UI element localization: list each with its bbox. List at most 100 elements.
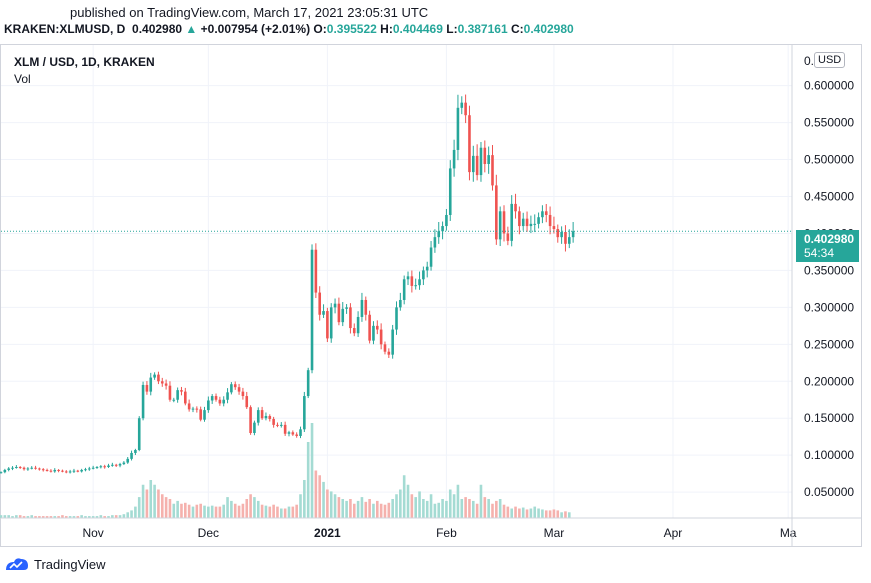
candle-body [18, 467, 22, 469]
x-tick-label: Feb [436, 526, 457, 540]
volume-bar [495, 500, 498, 518]
volume-bar [256, 500, 260, 518]
candle-body [145, 384, 149, 392]
symbol-ohlc-line: KRAKEN:XLMUSD, D 0.402980 ▲ +0.007954 (+… [4, 22, 574, 36]
volume-bar [410, 494, 414, 518]
volume-bar [299, 494, 302, 518]
candle-body [445, 214, 448, 227]
candle-body [291, 432, 295, 435]
low-value: 0.387161 [457, 22, 508, 36]
candle-body [84, 469, 87, 471]
candle-body [53, 469, 57, 472]
volume-bar [372, 503, 375, 518]
y-tick-label: 0.300000 [804, 300, 854, 314]
volume-bar [283, 508, 287, 518]
volume-bar [518, 508, 521, 518]
candle-body [414, 285, 417, 287]
volume-bar [291, 506, 295, 518]
candle-body [437, 231, 441, 238]
candle-body [422, 270, 425, 280]
candle-body [118, 464, 122, 466]
candle-body [552, 226, 556, 230]
candle-body [495, 185, 498, 240]
candle-body [72, 470, 76, 472]
candle-body [521, 218, 525, 227]
volume-bar [233, 503, 237, 518]
volume-bar [245, 499, 249, 518]
volume-bar [387, 502, 391, 518]
candle-body [533, 223, 537, 225]
footer-brand: TradingView [34, 556, 106, 572]
candle-layer [0, 94, 575, 474]
candle-body [176, 390, 179, 400]
volume-bar [391, 499, 394, 518]
volume-bar [479, 484, 483, 518]
candle-body [525, 218, 529, 227]
candle-body [107, 465, 110, 468]
candle-body [425, 266, 429, 271]
tradingview-footer[interactable]: TradingView [4, 556, 106, 572]
volume-bar [172, 503, 176, 518]
candle-body [464, 102, 467, 116]
chart-legend: XLM / USD, 1D, KRAKEN Vol [14, 54, 155, 88]
volume-bar [425, 500, 429, 518]
y-tick-label: 0.200000 [804, 374, 854, 388]
volume-bar [249, 494, 252, 518]
volume-bar [418, 491, 421, 518]
volume-bar [130, 510, 133, 518]
candle-body [184, 391, 187, 404]
volume-bar [529, 508, 533, 518]
volume-bar [164, 497, 168, 518]
volume-bar [541, 509, 544, 518]
candle-body [7, 468, 10, 470]
volume-bar [533, 506, 537, 518]
symbol-line: KRAKEN:XLMUSD, D [4, 22, 126, 36]
currency-badge[interactable]: USD [814, 52, 846, 68]
candle-body [368, 314, 371, 341]
candle-body [491, 155, 494, 186]
candle-body [195, 408, 199, 410]
candle-body [548, 214, 552, 227]
volume-bar [122, 514, 126, 518]
volume-bar [414, 497, 417, 518]
volume-bar [15, 515, 18, 518]
low-label: L: [446, 22, 458, 36]
volume-bar [7, 515, 10, 518]
candle-body [191, 408, 195, 410]
candle-body [372, 325, 375, 341]
candle-body [318, 292, 322, 315]
volume-bar [237, 505, 241, 518]
candle-body [134, 450, 137, 453]
volume-bar [61, 515, 64, 518]
volume-bar [329, 491, 333, 518]
candle-body [187, 403, 191, 410]
candle-body [218, 399, 222, 404]
legend-vol: Vol [14, 72, 31, 86]
y-tick-label: 0.350000 [804, 263, 854, 277]
last-price-label: 0.402980 54:34 [796, 230, 859, 262]
volume-bar [26, 516, 30, 518]
candle-body [41, 469, 45, 471]
candle-body [329, 307, 333, 339]
candle-body [537, 217, 540, 224]
candle-body [268, 416, 272, 419]
volume-bar [429, 494, 433, 518]
x-tick-label: Dec [198, 526, 219, 540]
volume-bar [460, 499, 464, 518]
candle-body [64, 471, 68, 473]
open-label: O: [313, 22, 327, 36]
volume-bar [310, 423, 314, 518]
volume-bar [322, 481, 325, 518]
candle-body [487, 155, 490, 164]
y-tick-label: 0.050000 [804, 485, 854, 499]
volume-bar [552, 509, 556, 518]
volume-bar [441, 499, 444, 518]
chart-frame[interactable] [0, 44, 862, 547]
volume-bar [3, 515, 7, 518]
volume-bar [475, 503, 479, 518]
volume-bar [295, 504, 298, 518]
candle-body [529, 223, 533, 227]
candle-body [130, 452, 133, 459]
candle-body [280, 424, 283, 426]
